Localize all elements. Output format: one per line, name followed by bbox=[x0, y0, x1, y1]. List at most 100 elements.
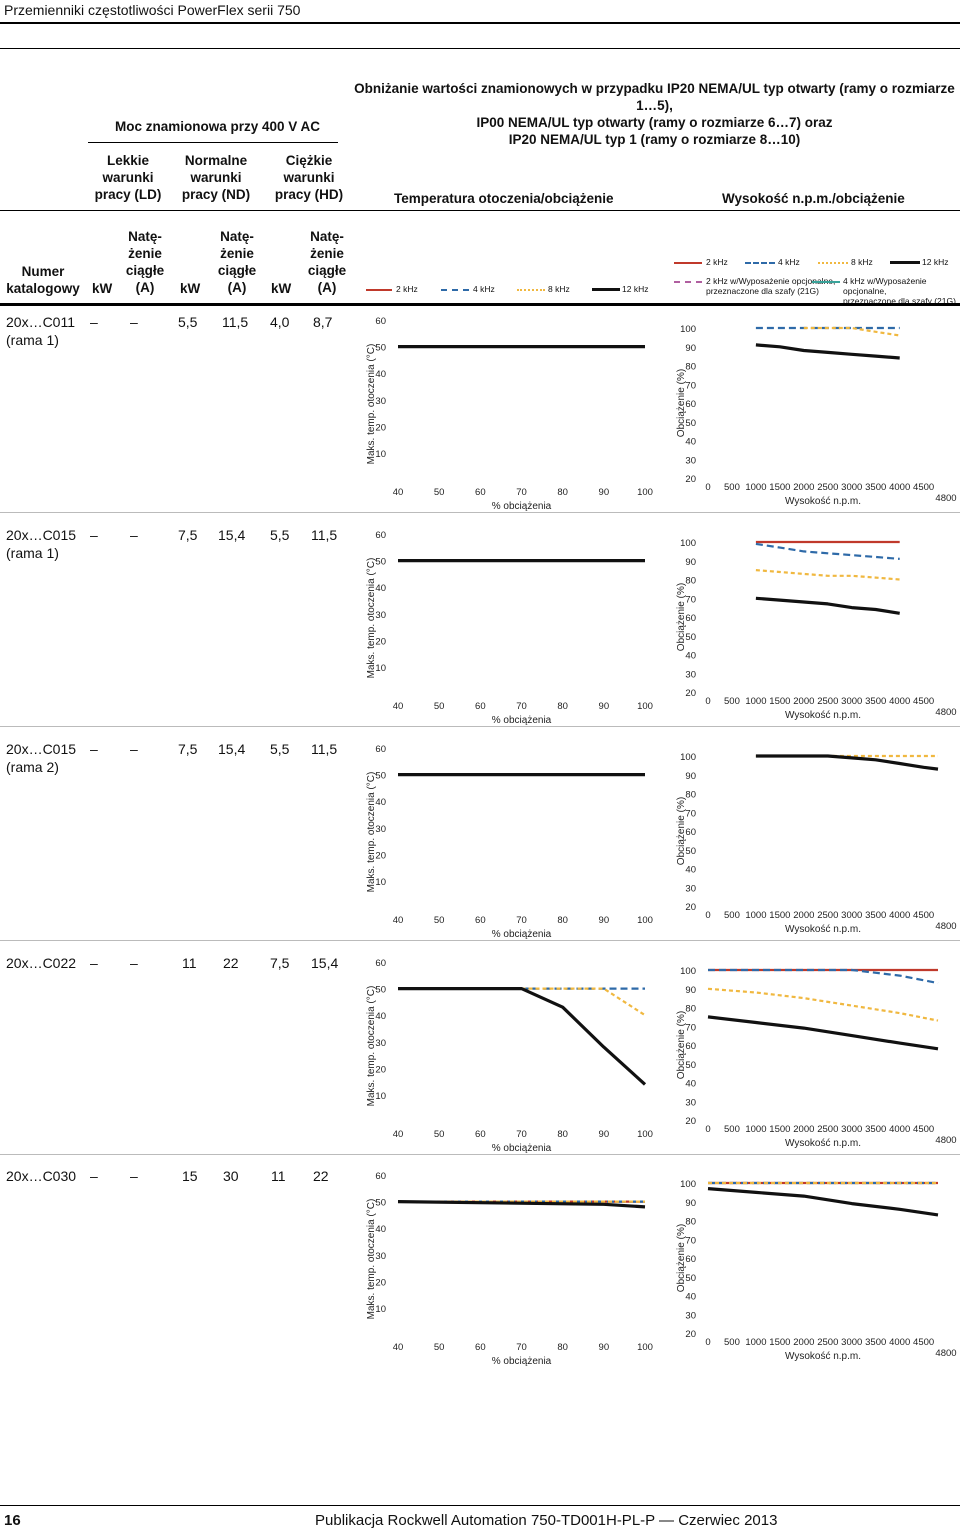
chart-4-temp-xtick: 80 bbox=[557, 1342, 568, 1353]
chart-1-temp-ytick: 50 bbox=[375, 557, 386, 568]
chart-3-temp-series-12khz bbox=[398, 986, 647, 1086]
legend-alt-2khz-line bbox=[674, 262, 702, 264]
nd-a-cell: 11,5 bbox=[222, 314, 249, 330]
legend-temp-4khz-line bbox=[441, 289, 469, 291]
chart-1-temp-xtick: 50 bbox=[434, 701, 445, 712]
chart-1-alt-xtick: 2500 bbox=[817, 696, 838, 707]
duty-nd-line-1: Normalne bbox=[184, 153, 248, 168]
chart-1-alt-xtick: 3500 bbox=[865, 696, 886, 707]
chart-0-alt-xtick: 3000 bbox=[841, 482, 862, 493]
chart-3-alt-xtick: 3000 bbox=[841, 1124, 862, 1135]
duty-ld-header: Lekkie warunki pracy (LD) bbox=[90, 152, 166, 203]
row-divider bbox=[0, 726, 960, 727]
chart-0-temp-ylabel: Maks. temp. otoczenia (°C) bbox=[366, 344, 377, 465]
legend-temp-2khz: 2 kHz bbox=[396, 284, 418, 294]
catalog-cell: 20x…C022 bbox=[6, 954, 76, 972]
chart-0-alt-xtick-last: 4800 bbox=[935, 493, 956, 504]
chart-4-alt-ytick: 20 bbox=[685, 1329, 696, 1340]
hd-kw-cell: 7,5 bbox=[270, 955, 290, 971]
chart-4-alt-xtick: 1500 bbox=[769, 1337, 790, 1348]
chart-3-temp-ylabel: Maks. temp. otoczenia (°C) bbox=[366, 986, 377, 1107]
legend-temp-12khz: 12 kHz bbox=[622, 284, 649, 294]
chart-1-temp-ylabel: Maks. temp. otoczenia (°C) bbox=[366, 558, 377, 679]
chart-0-alt-ytick: 20 bbox=[685, 474, 696, 485]
chart-0-temp-xtick: 40 bbox=[393, 487, 404, 498]
chart-2-alt-xlabel: Wysokość n.p.m. bbox=[785, 924, 861, 935]
catalog-header: Numer katalogowy bbox=[4, 263, 82, 297]
chart-2-alt-ytick: 80 bbox=[685, 790, 696, 801]
catalog-line-1: 20x…C015 bbox=[6, 527, 77, 543]
chart-1-alt-xtick: 4500 bbox=[913, 696, 934, 707]
hd-a-cell: 11,5 bbox=[311, 527, 338, 543]
chart-1-alt-ytick: 90 bbox=[685, 557, 696, 568]
chart-4-alt-xtick: 2000 bbox=[793, 1337, 814, 1348]
catalog-cell: 20x…C030 bbox=[6, 1167, 76, 1185]
hd-current-h2: żenie bbox=[310, 246, 344, 261]
duty-nd-line-2: warunki bbox=[190, 170, 242, 185]
chart-3-temp-xtick: 40 bbox=[393, 1129, 404, 1140]
ld-current-h2: żenie bbox=[128, 246, 162, 261]
chart-2-temp-xtick: 100 bbox=[637, 915, 653, 926]
hd-a-cell: 22 bbox=[313, 1168, 329, 1184]
chart-2-alt-ytick: 90 bbox=[685, 771, 696, 782]
chart-1-temp-xtick: 90 bbox=[599, 701, 610, 712]
legend-alt-2khz-opt-l1: 2 kHz w/Wyposażenie opcjonalne, bbox=[706, 276, 836, 286]
chart-2-alt-ytick: 40 bbox=[685, 865, 696, 876]
chart-2-temp-xlabel: % obciążenia bbox=[492, 929, 552, 940]
chart-2-temp-xtick: 40 bbox=[393, 915, 404, 926]
header-rule bbox=[0, 22, 960, 24]
table-top-rule bbox=[0, 48, 960, 49]
ld-kw-cell: – bbox=[90, 527, 98, 543]
hd-current-h4: (A) bbox=[317, 280, 337, 295]
chart-3-alt-xtick: 4500 bbox=[913, 1124, 934, 1135]
chart-1-alt-ytick: 50 bbox=[685, 632, 696, 643]
chart-1-temp-ytick: 30 bbox=[375, 610, 386, 621]
chart-3-temp-xtick: 80 bbox=[557, 1129, 568, 1140]
duty-hd-line-2: warunki bbox=[283, 170, 335, 185]
chart-2-alt-xtick: 3000 bbox=[841, 910, 862, 921]
nd-current-h1: Natę- bbox=[220, 229, 254, 244]
chart-4-alt-xtick: 0 bbox=[705, 1337, 710, 1348]
chart-2-temp-ytick: 30 bbox=[375, 824, 386, 835]
legend-temp-4khz: 4 kHz bbox=[473, 284, 495, 294]
catalog-line-2: (rama 1) bbox=[6, 545, 59, 561]
chart-1-alt-ylabel: Obciążenie (%) bbox=[676, 583, 687, 651]
chart-2-alt-ytick: 70 bbox=[685, 808, 696, 819]
chart-3-alt-ytick: 20 bbox=[685, 1116, 696, 1127]
chart-0-alt-ytick: 30 bbox=[685, 455, 696, 466]
legend-alt-8khz-line bbox=[818, 262, 848, 264]
derating-title-line-3: IP20 NEMA/UL typ 1 (ramy o rozmiarze 8…1… bbox=[508, 132, 801, 147]
chart-2-alt-xtick: 1500 bbox=[769, 910, 790, 921]
subheader-rule bbox=[0, 210, 960, 211]
chart-0-temp-xtick: 90 bbox=[599, 487, 610, 498]
nd-a-cell: 30 bbox=[223, 1168, 239, 1184]
chart-0-temp-ytick: 60 bbox=[375, 316, 386, 327]
chart-2-alt-ytick: 60 bbox=[685, 827, 696, 838]
chart-3-temp-ytick: 30 bbox=[375, 1038, 386, 1049]
ld-kw-cell: – bbox=[90, 955, 98, 971]
hd-current-h1: Natę- bbox=[310, 229, 344, 244]
chart-3-alt-xtick: 3500 bbox=[865, 1124, 886, 1135]
chart-3-alt-ytick: 50 bbox=[685, 1060, 696, 1071]
chart-0-alt-xtick: 1500 bbox=[769, 482, 790, 493]
duty-ld-line-3: pracy (LD) bbox=[94, 187, 162, 202]
chart-0-temp-ytick: 40 bbox=[375, 369, 386, 380]
chart-0-alt-xtick: 3500 bbox=[865, 482, 886, 493]
derating-title-line-2: IP00 NEMA/UL typ otwarty (ramy o rozmiar… bbox=[476, 115, 833, 130]
ld-a-cell: – bbox=[130, 955, 138, 971]
chart-2-alt-series-12khz bbox=[755, 754, 939, 771]
chart-4-alt-series-12khz bbox=[707, 1187, 939, 1217]
chart-1-alt-xtick: 4000 bbox=[889, 696, 910, 707]
duty-hd-header: Ciężkie warunki pracy (HD) bbox=[268, 152, 350, 203]
chart-1-alt-xtick: 1000 bbox=[745, 696, 766, 707]
chart-0-temp-ytick: 20 bbox=[375, 422, 386, 433]
chart-2-temp-ytick: 20 bbox=[375, 850, 386, 861]
nd-kw-cell: 7,5 bbox=[178, 741, 198, 757]
legend-alt-2khz: 2 kHz bbox=[706, 257, 728, 267]
hd-kw-cell: 5,5 bbox=[270, 741, 290, 757]
chart-4-temp-xtick: 70 bbox=[516, 1342, 527, 1353]
legend-alt-4khz-opt-l1: 4 kHz w/Wyposażenie opcjonalne, bbox=[843, 276, 927, 296]
chart-1-temp-ytick: 10 bbox=[375, 663, 386, 674]
chart-4-alt-xtick: 4000 bbox=[889, 1337, 910, 1348]
